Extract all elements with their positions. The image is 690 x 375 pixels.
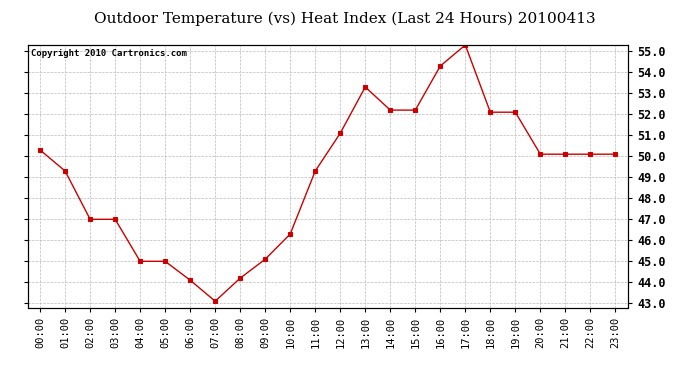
Text: Copyright 2010 Cartronics.com: Copyright 2010 Cartronics.com: [30, 49, 186, 58]
Text: Outdoor Temperature (vs) Heat Index (Last 24 Hours) 20100413: Outdoor Temperature (vs) Heat Index (Las…: [95, 11, 595, 26]
